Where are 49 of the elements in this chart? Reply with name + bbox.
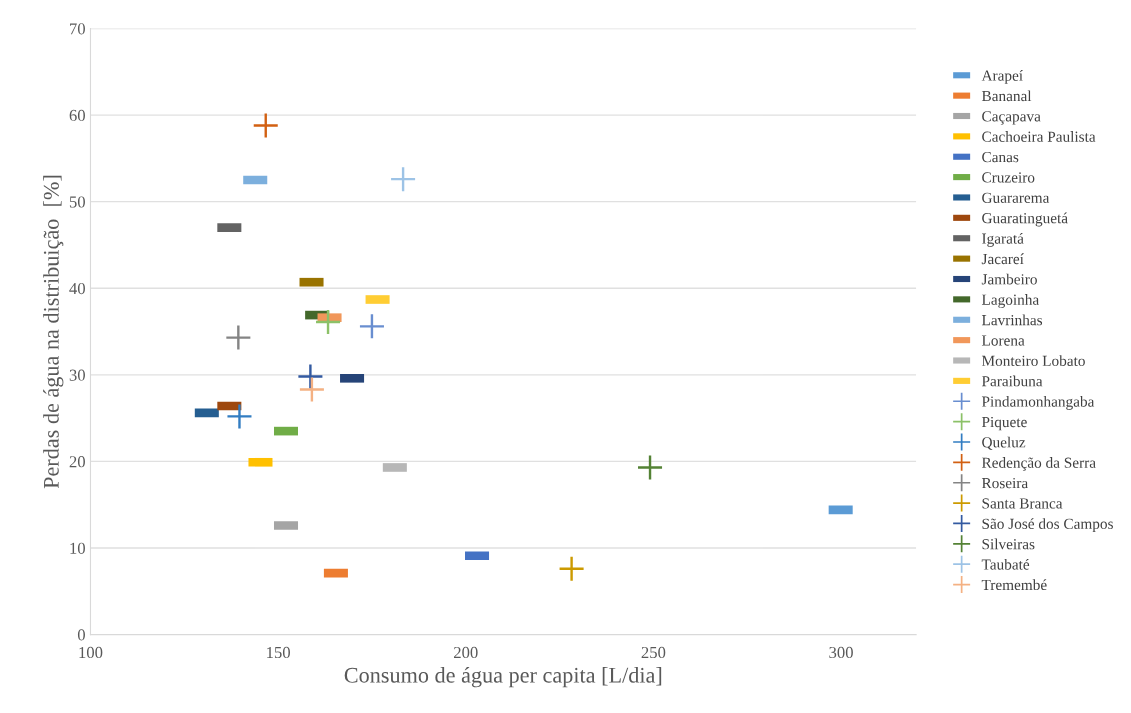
legend-label: Taubaté — [981, 558, 1030, 570]
y-axis-title: Perdas de água na distribuição [%] — [43, 175, 64, 489]
x-tick-label: 100 — [79, 646, 103, 659]
y-tick-label: 40 — [69, 282, 85, 295]
x-tick-label: 250 — [641, 646, 666, 659]
point — [226, 325, 251, 350]
legend-label: Monteiro Lobato — [981, 355, 1085, 367]
legend-label: Santa Branca — [982, 498, 1063, 509]
legend-label: Bananal — [981, 90, 1032, 102]
y-tick-label: 60 — [69, 109, 85, 122]
x-tick-label: 150 — [267, 646, 290, 659]
y-tick-label: 20 — [69, 456, 85, 468]
legend-label: Cruzeiro — [982, 172, 1035, 183]
legend-label: Silveiras — [982, 538, 1035, 550]
legend-label: Guaratinguetá — [982, 212, 1068, 227]
y-tick-label: 70 — [70, 23, 85, 35]
legend-label: Redenção da Serra — [981, 457, 1096, 471]
legend-label: Queluz — [982, 436, 1026, 450]
legend-label: Lavrinhas — [981, 314, 1043, 326]
legend-label: Piquete — [981, 416, 1027, 431]
legend-label: Cachoeira Paulista — [982, 131, 1096, 142]
legend-label: Igaratá — [982, 232, 1024, 247]
legend-label: Canas — [982, 151, 1019, 163]
point — [298, 364, 323, 389]
x-tick-label: 300 — [829, 646, 853, 659]
point — [559, 556, 584, 581]
y-tick-label: 50 — [69, 196, 85, 208]
legend-label: Jambeiro — [981, 273, 1037, 285]
legend-label: Jacareí — [981, 253, 1024, 265]
point — [253, 113, 278, 138]
legend-label: Lagoinha — [981, 294, 1039, 309]
y-tick-label: 0 — [77, 629, 85, 641]
legend-label: Pindamonhangaba — [981, 395, 1095, 410]
x-axis-title: Consumo de água per capita [L/dia] — [344, 667, 662, 688]
legend-label: Tremembé — [981, 579, 1047, 591]
x-tick-label: 200 — [454, 646, 478, 659]
legend-label: Paraibuna — [981, 375, 1043, 387]
legend-label: Arapeí — [981, 70, 1023, 84]
legend-label: Caçapava — [982, 111, 1041, 125]
legend-label: Lorena — [981, 335, 1025, 346]
point — [359, 314, 384, 339]
y-tick-label: 30 — [69, 369, 85, 381]
point — [638, 455, 663, 480]
point — [227, 404, 252, 429]
legend-label: São José dos Campos — [982, 518, 1113, 533]
legend-label: Guararema — [982, 192, 1050, 203]
y-tick-label: 10 — [70, 542, 85, 554]
point — [299, 377, 324, 402]
legend-label: Roseira — [981, 477, 1028, 489]
